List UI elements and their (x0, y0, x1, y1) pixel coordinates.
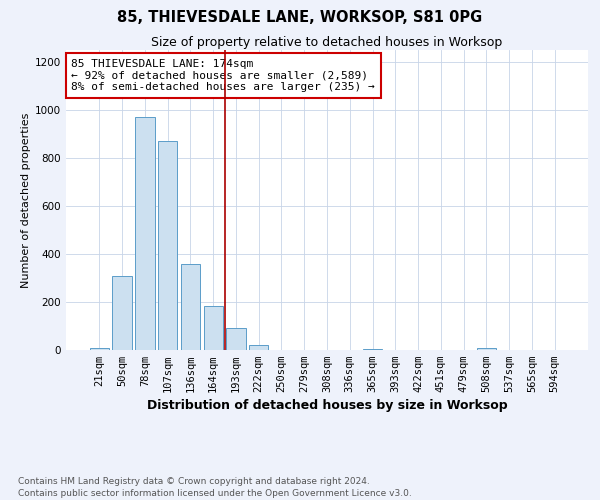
Y-axis label: Number of detached properties: Number of detached properties (21, 112, 31, 288)
Text: 85 THIEVESDALE LANE: 174sqm
← 92% of detached houses are smaller (2,589)
8% of s: 85 THIEVESDALE LANE: 174sqm ← 92% of det… (71, 59, 375, 92)
Bar (135, 117, 155, 350)
Bar (476, 348, 496, 350)
Bar (158, 141, 178, 350)
Bar (226, 328, 245, 350)
Title: Size of property relative to detached houses in Worksop: Size of property relative to detached ho… (151, 36, 503, 49)
Bar (203, 306, 223, 350)
Bar (90, 348, 109, 350)
Text: Contains public sector information licensed under the Open Government Licence v3: Contains public sector information licen… (18, 489, 412, 498)
Bar (249, 344, 268, 350)
X-axis label: Distribution of detached houses by size in Worksop: Distribution of detached houses by size … (146, 400, 508, 412)
Text: Contains HM Land Registry data © Crown copyright and database right 2024.: Contains HM Land Registry data © Crown c… (18, 478, 370, 486)
Bar (181, 264, 200, 350)
Bar (363, 349, 382, 350)
Text: 85, THIEVESDALE LANE, WORKSOP, S81 0PG: 85, THIEVESDALE LANE, WORKSOP, S81 0PG (118, 10, 482, 25)
Bar (112, 276, 132, 350)
